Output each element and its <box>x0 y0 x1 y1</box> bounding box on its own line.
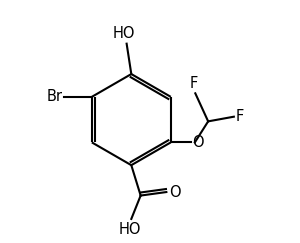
Text: HO: HO <box>119 222 141 237</box>
Text: Br: Br <box>46 89 63 104</box>
Text: F: F <box>190 76 198 91</box>
Text: O: O <box>192 135 203 150</box>
Text: F: F <box>236 109 244 124</box>
Text: O: O <box>169 184 180 200</box>
Text: HO: HO <box>113 26 136 41</box>
